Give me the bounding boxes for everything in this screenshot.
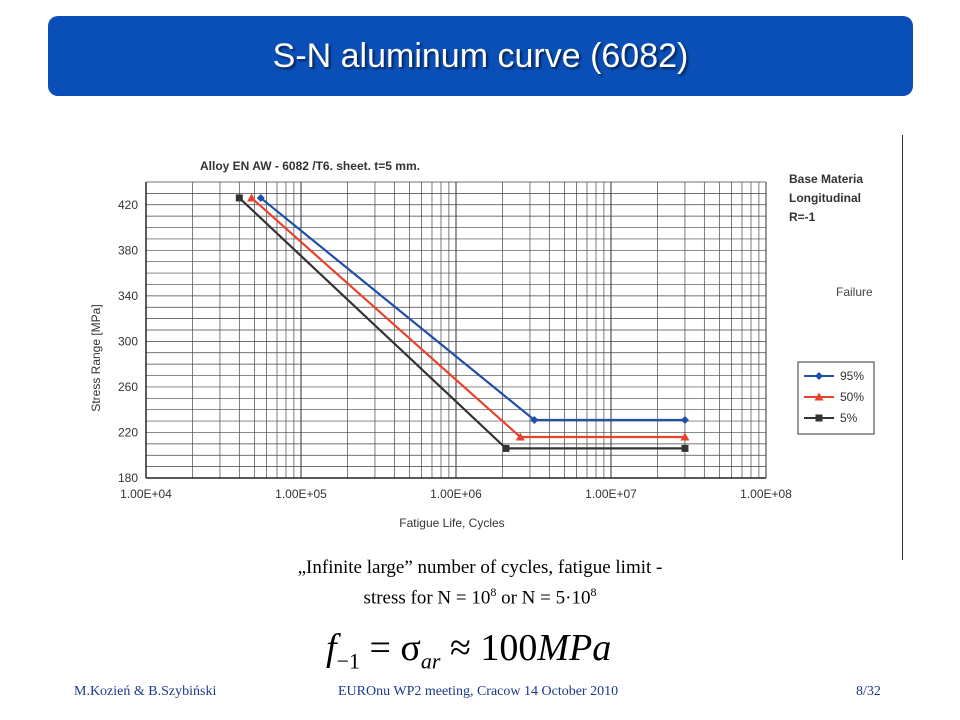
data-point-95pct: [530, 415, 539, 424]
legend-marker-95pct: [815, 372, 823, 380]
x-axis-label: Fatigue Life, Cycles: [399, 516, 504, 530]
caption-line-1: „Infinite large” number of cycles, fatig…: [297, 557, 663, 578]
footer-event: EUROnu WP2 meeting, Cracow 14 October 20…: [338, 684, 619, 699]
divider-line: [902, 135, 903, 560]
side-text-longitudinal: Longitudinal: [789, 191, 861, 205]
footer-authors: M.Kozień & B.Szybiński: [74, 684, 217, 699]
series-line-50pct: [250, 197, 685, 439]
x-tick-label: 1.00E+08: [740, 487, 792, 501]
x-tick-label: 1.00E+04: [120, 487, 172, 501]
caption-line-2: stress for N = 108 or N = 5·108: [363, 585, 597, 609]
fatigue-limit-formula: f−1 = σar ≈ 100MPa: [326, 627, 612, 674]
failure-label: Failure: [836, 285, 873, 299]
y-tick-label: 260: [118, 380, 138, 394]
legend-marker-50pct: [814, 392, 824, 401]
data-point-50pct: [515, 432, 525, 441]
y-tick-label: 380: [118, 243, 138, 257]
data-point-50pct: [247, 193, 257, 202]
data-point-95pct: [256, 193, 265, 202]
y-tick-label: 180: [118, 471, 138, 485]
x-tick-label: 1.00E+05: [275, 487, 327, 501]
legend-marker-5pct: [815, 414, 823, 422]
data-point-50pct: [680, 432, 690, 441]
y-tick-label: 340: [118, 289, 138, 303]
footer-page-number: 8/32: [856, 684, 881, 699]
y-tick-label: 420: [118, 198, 138, 212]
legend: 95% 50% 5%: [797, 361, 875, 435]
sn-chart: 180 220 260 300 340 380 420 1.00E+04 1.00E+05 1.0…: [89, 159, 875, 530]
x-tick-label: 1.00E+06: [430, 487, 482, 501]
side-text-base-material: Base Materia: [789, 172, 863, 186]
legend-label-95pct: 95%: [840, 369, 864, 383]
slide-title: S-N aluminum curve (6082): [272, 36, 689, 75]
data-point-5pct: [235, 194, 243, 202]
y-tick-label: 300: [118, 334, 138, 348]
chart-title: Alloy EN AW - 6082 /T6. sheet. t=5 mm.: [200, 159, 420, 173]
legend-label-5pct: 5%: [840, 411, 858, 425]
legend-label-50pct: 50%: [840, 390, 864, 404]
data-point-5pct: [681, 444, 689, 452]
x-tick-label: 1.00E+07: [585, 487, 637, 501]
data-point-5pct: [502, 444, 510, 452]
caption: „Infinite large” number of cycles, fatig…: [180, 556, 780, 610]
y-tick-label: 220: [118, 425, 138, 439]
data-point-95pct: [680, 415, 689, 424]
side-text-ratio: R=-1: [789, 210, 816, 224]
y-axis-label: Stress Range [MPa]: [89, 304, 103, 411]
title-bar: S-N aluminum curve (6082): [48, 16, 913, 96]
